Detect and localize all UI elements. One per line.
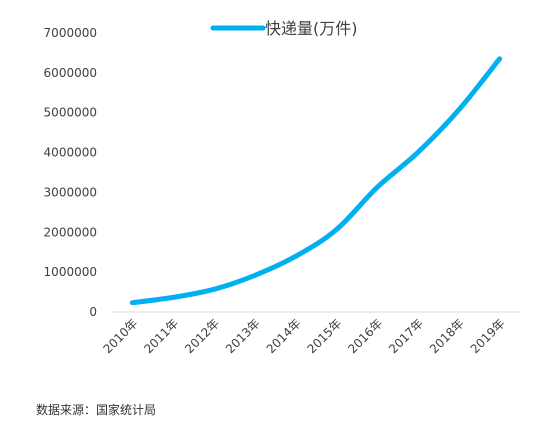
series-line	[129, 56, 503, 306]
x-tick-label: 2013年	[223, 316, 263, 356]
y-tick-label: 0	[89, 305, 97, 319]
source-note: 数据来源：国家统计局	[36, 403, 157, 417]
y-tick-label: 3000000	[44, 185, 97, 199]
x-tick-label: 2018年	[427, 316, 467, 356]
x-tick-label: 2017年	[386, 316, 426, 356]
x-tick-label: 2014年	[264, 316, 304, 356]
x-tick-label: 2015年	[305, 316, 345, 356]
x-tick-label: 2016年	[345, 316, 385, 356]
y-tick-label: 5000000	[44, 106, 97, 120]
y-tick-label: 1000000	[44, 265, 97, 279]
x-tick-label: 2011年	[141, 316, 181, 356]
x-axis-ticks: 2010年 2011年 2012年 2013年 2014年 2015年 2016年 2017年…	[101, 316, 508, 356]
y-tick-label: 7000000	[44, 26, 97, 40]
x-tick-label: 2019年	[468, 316, 508, 356]
line-chart: 快递量(万件) 0 1000000 2000000 3000000 4000000 500…	[44, 19, 520, 356]
y-tick-label: 6000000	[44, 66, 97, 80]
y-tick-label: 2000000	[44, 225, 97, 239]
legend-label: 快递量(万件)	[265, 19, 358, 38]
x-tick-label: 2012年	[182, 316, 222, 356]
y-tick-label: 4000000	[44, 146, 97, 160]
y-axis-ticks: 0 1000000 2000000 3000000 4000000 5000000 6000…	[44, 26, 97, 319]
x-tick-label: 2010年	[101, 316, 141, 356]
legend: 快递量(万件)	[210, 19, 358, 38]
